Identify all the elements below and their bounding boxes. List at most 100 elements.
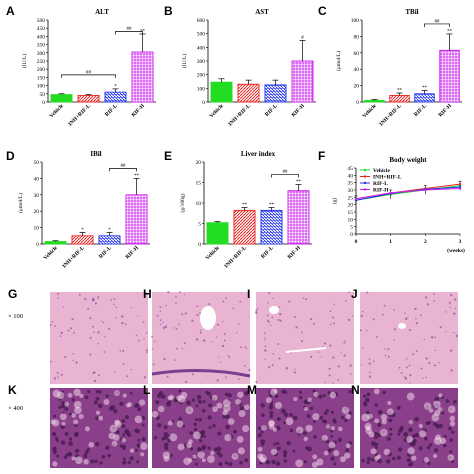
nucleus-dot	[340, 351, 342, 353]
y-tick-label-D: 50	[34, 160, 40, 166]
nucleus-dot	[289, 428, 294, 433]
nucleus-dot	[453, 312, 456, 315]
nucleus-dot	[216, 379, 219, 382]
nucleus-dot	[224, 392, 229, 396]
nucleus-dot	[303, 460, 307, 464]
nucleus-dot	[221, 344, 225, 348]
nucleus-dot	[279, 306, 281, 308]
nucleus-dot	[86, 448, 90, 452]
nucleus-dot	[143, 376, 147, 379]
y-tick-label-D: 10	[34, 226, 40, 232]
y-tick-label-D: 0	[36, 242, 39, 248]
nucleus-dot	[90, 459, 95, 464]
nucleus-dot	[201, 408, 206, 413]
nucleus-dot	[154, 436, 158, 440]
vacuole	[236, 435, 244, 443]
nucleus-dot	[269, 410, 274, 415]
nucleus-dot	[92, 325, 94, 328]
nucleus-dot	[137, 339, 140, 342]
vacuole	[361, 413, 370, 422]
nucleus-dot	[213, 447, 219, 452]
nucleus-dot	[57, 297, 59, 300]
nucleus-dot	[267, 302, 269, 304]
nucleus-dot	[435, 424, 440, 429]
nucleus-dot	[137, 438, 141, 442]
vacuole	[387, 400, 392, 405]
nucleus-dot	[257, 433, 262, 438]
bracket-label-E-0: ##	[283, 170, 289, 175]
nucleus-dot	[398, 428, 403, 433]
nucleus-dot	[51, 431, 57, 437]
nucleus-dot	[207, 415, 212, 420]
nucleus-dot	[197, 447, 201, 451]
nucleus-dot	[276, 446, 281, 451]
nucleus-dot	[53, 450, 57, 455]
nucleus-dot	[124, 323, 127, 326]
panel-letter-J: J	[351, 287, 358, 301]
nucleus-dot	[281, 408, 286, 414]
nucleus-dot	[67, 329, 70, 332]
bar-D-2	[98, 235, 121, 245]
nucleus-dot	[404, 317, 408, 321]
nucleus-dot	[198, 417, 202, 422]
bar-E-0	[206, 222, 229, 245]
nucleus-dot	[265, 459, 271, 465]
nucleus-dot	[343, 342, 346, 344]
y-axis-label-C: (μmol/L)	[335, 51, 342, 71]
nucleus-dot	[393, 328, 396, 331]
x-tick-label-F: 2	[424, 239, 427, 245]
bar-C-3	[439, 49, 460, 103]
nucleus-dot	[272, 297, 275, 300]
vacuole	[379, 428, 388, 437]
nucleus-dot	[134, 448, 138, 452]
nucleus-dot	[70, 327, 73, 330]
vacuole	[67, 392, 73, 398]
nucleus-dot	[264, 336, 266, 339]
nucleus-dot	[388, 418, 393, 423]
nucleus-dot	[191, 373, 194, 376]
nucleus-dot	[406, 458, 411, 463]
nucleus-dot	[159, 306, 162, 308]
nucleus-dot	[409, 382, 411, 384]
panel-letter-I: I	[247, 287, 250, 301]
nucleus-dot	[141, 437, 146, 442]
nucleus-dot	[97, 374, 100, 377]
nucleus-dot	[449, 450, 453, 454]
nucleus-dot	[53, 377, 57, 380]
nucleus-dot	[325, 439, 330, 444]
vacuole	[329, 391, 337, 399]
nucleus-dot	[75, 431, 79, 436]
nucleus-dot	[283, 421, 287, 425]
y-tick-label-C: 60	[354, 51, 360, 57]
panel-letter-F: F	[318, 149, 325, 163]
nucleus-dot	[121, 315, 124, 318]
nucleus-dot	[424, 296, 428, 299]
nucleus-dot	[225, 424, 230, 430]
vacuole	[98, 415, 104, 421]
bar-E-3	[287, 190, 310, 245]
nucleus-dot	[383, 304, 386, 307]
vacuole	[411, 455, 417, 461]
bar-A-1	[77, 94, 100, 103]
nucleus-dot	[64, 407, 69, 411]
sig-mark-D-1: *	[81, 228, 84, 233]
nucleus-dot	[183, 293, 186, 296]
nucleus-dot	[222, 320, 224, 323]
vacuole	[418, 423, 423, 429]
nucleus-dot	[60, 440, 66, 445]
vacuole	[207, 455, 215, 464]
nucleus-dot	[276, 417, 281, 422]
vacuole	[71, 456, 76, 461]
nucleus-dot	[110, 405, 116, 410]
vacuole	[121, 437, 126, 443]
vacuole	[307, 397, 312, 403]
nucleus-dot	[312, 322, 315, 325]
nucleus-dot	[127, 461, 131, 465]
nucleus-dot	[275, 461, 281, 466]
nucleus-dot	[175, 295, 177, 298]
nucleus-dot	[94, 441, 100, 447]
nucleus-dot	[181, 313, 184, 316]
nucleus-dot	[137, 407, 142, 412]
nucleus-dot	[418, 446, 423, 451]
nucleus-dot	[364, 397, 370, 403]
